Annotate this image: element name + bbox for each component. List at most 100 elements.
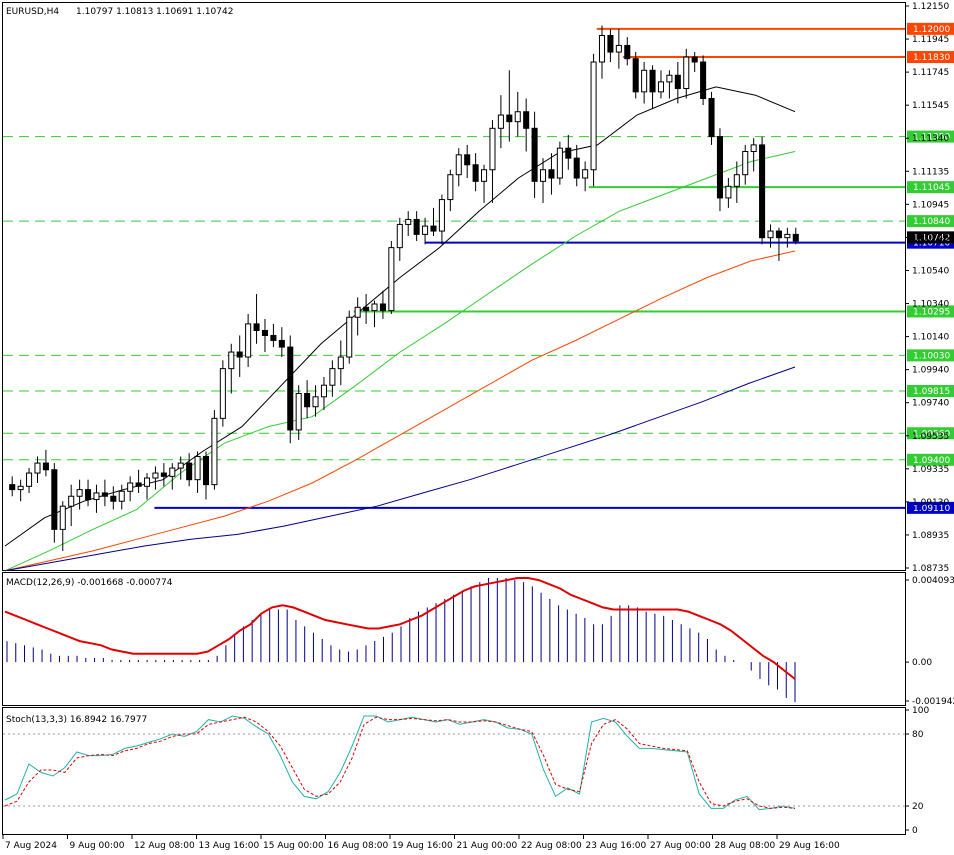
candle-body — [304, 392, 311, 408]
candle-body — [590, 61, 597, 171]
time-tick-label: 28 Aug 08:00 — [715, 841, 776, 851]
candle-body — [674, 74, 681, 90]
candle-body — [295, 392, 302, 431]
candle-body — [59, 505, 66, 530]
candle-body — [759, 144, 766, 239]
macd-layer: 0.004093 0.00 -0.001942 — [4, 576, 954, 707]
candle-body — [472, 164, 479, 182]
level-label-box — [907, 501, 954, 514]
candle-body — [497, 114, 504, 129]
candle-body — [152, 472, 159, 479]
candle-body — [455, 154, 462, 176]
candle-body — [523, 111, 530, 129]
candle-body — [17, 485, 24, 491]
candle-body — [582, 169, 589, 179]
stoch-tick-label: 100 — [912, 706, 929, 716]
moving-average-line — [4, 151, 796, 572]
level-label-box — [907, 130, 954, 143]
candle-body — [354, 306, 361, 318]
candle-body — [76, 489, 83, 497]
levels-layer: 1.12000 1.11830 1.11350 1.11045 1.10840 1.107… — [3, 22, 954, 514]
level-label-box — [907, 385, 954, 398]
current-price-box — [907, 231, 954, 244]
candle-body — [750, 144, 757, 153]
candle-body — [388, 247, 395, 312]
candle-body — [26, 472, 33, 487]
candle-body — [270, 334, 277, 341]
price-tick-label: 1.12150 — [912, 2, 949, 12]
candle-body — [346, 316, 353, 358]
candle-body — [320, 384, 327, 398]
time-tick-label: 13 Aug 16:00 — [199, 841, 260, 851]
candle-body — [430, 225, 437, 232]
candle-body — [683, 56, 690, 90]
candle-body — [733, 174, 740, 187]
level-label-box — [907, 349, 954, 362]
time-tick-label: 12 Aug 08:00 — [134, 841, 195, 851]
moving-average-line — [4, 366, 796, 572]
price-tick-label: 1.11745 — [912, 68, 949, 78]
price-tick-label: 1.11545 — [912, 101, 949, 111]
candle-body — [725, 185, 732, 199]
level-label: 1.09815 — [913, 387, 950, 397]
level-label: 1.09560 — [913, 429, 950, 439]
time-tick-label: 15 Aug 00:00 — [263, 841, 324, 851]
candle-body — [556, 147, 563, 179]
candle-body — [253, 323, 260, 332]
level-label-box — [907, 51, 954, 64]
candle-body — [539, 169, 547, 182]
price-tick-label: 1.11340 — [912, 134, 949, 144]
level-label: 1.10710 — [913, 239, 950, 249]
candle-body — [422, 225, 429, 235]
candle-body — [186, 462, 193, 481]
price-tick-label: 1.09335 — [912, 465, 949, 475]
candle-body — [363, 306, 370, 312]
price-tick-label: 1.10140 — [912, 333, 949, 343]
stoch-tick-label: 80 — [912, 730, 924, 740]
candle-body — [34, 462, 41, 474]
candle-body — [110, 495, 117, 502]
candle-body — [598, 34, 606, 63]
candle-body — [506, 114, 513, 123]
level-label-box — [907, 305, 954, 318]
price-tick-label: 1.09940 — [912, 366, 949, 376]
candle-body — [379, 303, 386, 312]
candle-body — [632, 58, 639, 93]
price-tick-label: 1.10745 — [912, 233, 949, 243]
price-tick-label: 1.09535 — [912, 432, 949, 442]
candle-body — [337, 356, 344, 370]
candle-body — [135, 482, 142, 487]
candle-body — [202, 455, 210, 486]
candle-body — [716, 136, 723, 199]
candle-body — [143, 477, 151, 487]
level-label: 1.09110 — [913, 504, 950, 514]
candle-body — [775, 230, 782, 239]
time-tick-label: 9 Aug 00:00 — [70, 841, 125, 851]
candle-body — [160, 472, 167, 477]
stoch-tick-label: 20 — [912, 802, 924, 812]
candle-body — [489, 127, 496, 171]
price-tick-label: 1.10540 — [912, 266, 949, 276]
candle-body — [228, 351, 235, 370]
price-tick-label: 1.09740 — [912, 399, 949, 409]
candle-body — [464, 154, 471, 166]
candle-body — [531, 127, 538, 182]
candle-body — [413, 218, 420, 235]
level-label-box — [907, 215, 954, 228]
candle-body — [607, 34, 614, 53]
time-tick-label: 29 Aug 16:00 — [779, 841, 840, 851]
moving-average-line — [4, 250, 796, 572]
candle-body — [245, 323, 252, 358]
time-tick-label: 16 Aug 08:00 — [328, 841, 389, 851]
candle-body — [624, 44, 631, 60]
price-tick-label: 1.11945 — [912, 35, 949, 45]
candle-body — [118, 490, 125, 502]
candle-body — [767, 230, 774, 239]
time-tick-label: 22 Aug 08:00 — [521, 841, 582, 851]
macd-tick-label: 0.00 — [912, 658, 932, 668]
level-label-box — [907, 22, 954, 35]
candle-body — [573, 157, 580, 179]
level-label: 1.11045 — [913, 183, 950, 193]
